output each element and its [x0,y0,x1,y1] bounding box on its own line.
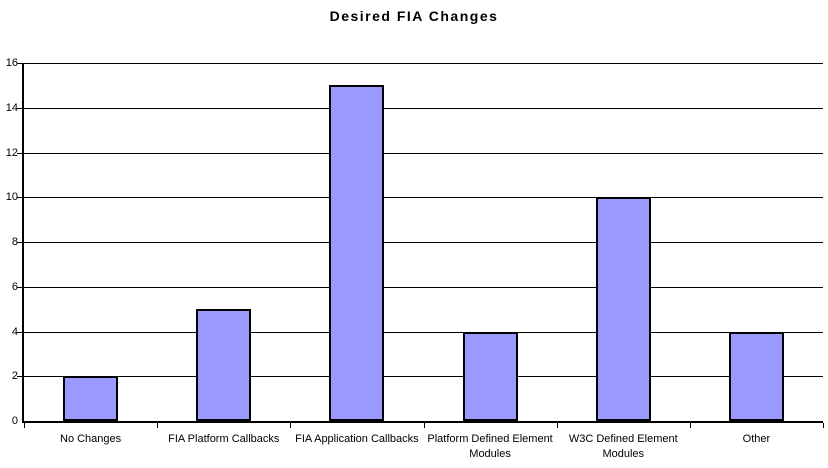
x-category-label: FIA Application Callbacks [295,432,419,447]
x-axis-tick [556,423,558,428]
gridline [24,63,823,64]
x-category-label: FIA Platform Callbacks [168,432,279,447]
y-tick-label: 2 [11,370,18,383]
y-tick-label: 0 [11,415,18,427]
gridline [24,286,823,288]
gridline [24,376,823,378]
x-category-label: W3C Defined Element Modules [569,432,678,462]
x-axis-tick [157,423,159,428]
bar-1 [196,309,252,421]
x-axis-tick [290,423,292,428]
x-category-label: Platform Defined Element Modules [427,432,552,462]
y-axis-tick [17,242,24,243]
bar-3 [462,331,518,421]
chart-title: Desired FIA Changes [329,8,499,24]
x-label-line: FIA Application Callbacks [295,433,419,445]
plot-area: No Changes FIA Platform Callbacks FIA Appl… [17,63,824,460]
x-axis-tick [823,423,824,428]
y-axis-tick [17,286,24,288]
y-axis-tick [17,331,24,333]
gridline [24,152,823,154]
x-label-line: Other [742,433,771,445]
x-label-line: Modules [469,448,511,460]
x-axis-tick [24,423,25,428]
y-tick-label: 6 [11,280,18,293]
bar-2 [329,85,385,421]
y-tick-label: 10 [5,191,18,204]
bar-5 [728,331,784,421]
y-tick-label: 8 [11,236,18,248]
y-axis-tick [17,152,24,154]
x-label-line: No Changes [60,433,122,445]
bar-0 [63,376,119,421]
y-tick-label: 12 [5,146,18,159]
x-category-label: No Changes [60,432,121,447]
y-tick-label: 16 [5,57,18,69]
y-tick-label: 4 [11,325,18,338]
gridline [24,197,823,199]
x-axis-tick [689,423,691,428]
gridline [24,242,823,243]
x-category-label: Other [743,432,771,447]
gridline [24,107,823,109]
x-axis-tick [423,423,425,428]
gridline [24,331,823,333]
y-axis-tick [17,63,24,64]
x-label-line: Modules [602,448,645,460]
y-tick-label: 14 [5,101,18,114]
x-label-line: FIA Platform Callbacks [168,433,280,445]
x-label-line: Platform Defined Element [427,433,553,445]
x-label-line: W3C Defined Element [568,433,678,445]
y-axis-tick [17,107,24,109]
bar-4 [595,197,651,421]
y-axis-tick [17,376,24,378]
y-axis-tick [17,197,24,199]
